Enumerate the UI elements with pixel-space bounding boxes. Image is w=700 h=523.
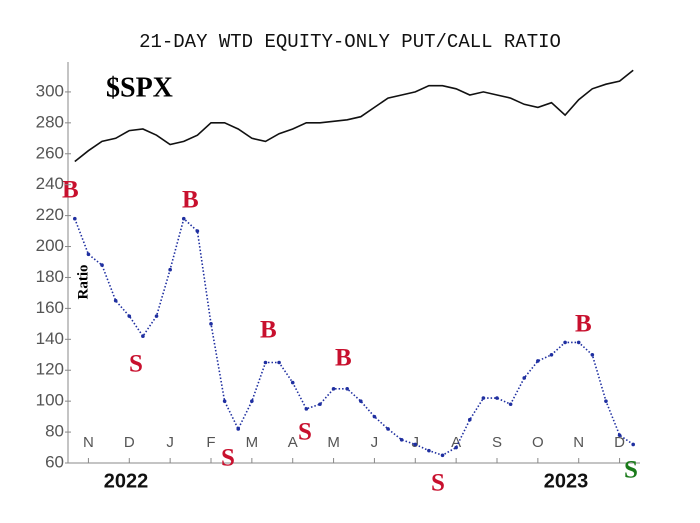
x-tick-label: F bbox=[206, 434, 215, 451]
x-tick-label: O bbox=[532, 434, 544, 451]
ratio-point bbox=[604, 399, 608, 403]
signal-label: S bbox=[129, 351, 143, 378]
ratio-point bbox=[386, 427, 390, 431]
ratio-point bbox=[209, 322, 213, 326]
x-tick-label: A bbox=[288, 434, 298, 451]
y-tick-label: 300 bbox=[36, 81, 64, 100]
ratio-point bbox=[263, 360, 268, 365]
year-label: 2023 bbox=[544, 470, 589, 492]
signal-label: B bbox=[335, 345, 352, 372]
ratio-point bbox=[304, 407, 309, 411]
y-tick-label: 260 bbox=[36, 143, 64, 162]
ratio-point bbox=[73, 216, 77, 221]
signal-label: S bbox=[221, 445, 235, 472]
x-tick-label: N bbox=[573, 434, 584, 451]
y-tick-label: 140 bbox=[36, 329, 64, 348]
ratio-point bbox=[345, 386, 349, 391]
series-line bbox=[74, 69, 634, 163]
signal-label: S bbox=[431, 470, 445, 497]
y-tick-label: 220 bbox=[36, 205, 64, 224]
ratio-point bbox=[631, 442, 635, 447]
ratio-point bbox=[413, 442, 418, 447]
ratio-point bbox=[250, 399, 254, 403]
ratio-point bbox=[168, 267, 172, 272]
x-tick-label: A bbox=[451, 434, 461, 451]
ratio-point bbox=[154, 314, 159, 318]
chart-title: 21-DAY WTD EQUITY-ONLY PUT/CALL RATIO bbox=[139, 31, 561, 53]
x-tick-label: D bbox=[614, 434, 625, 451]
ratio-point bbox=[290, 380, 295, 385]
ratio-point bbox=[522, 376, 527, 380]
ratio-point bbox=[563, 340, 567, 345]
ratio-point bbox=[372, 414, 377, 419]
y-tick-label: 160 bbox=[36, 298, 64, 317]
signal-label: S bbox=[298, 419, 312, 446]
ratio-point bbox=[359, 399, 363, 403]
ratio-point bbox=[331, 386, 336, 391]
signal-label: B bbox=[575, 311, 592, 338]
y-tick-label: 200 bbox=[36, 236, 64, 255]
ratio-point bbox=[236, 427, 241, 431]
ratio-point bbox=[277, 360, 281, 365]
x-tick-label: S bbox=[492, 434, 502, 451]
ratio-point bbox=[481, 396, 486, 400]
ratio-point bbox=[454, 445, 458, 450]
ratio-point bbox=[440, 453, 445, 458]
x-tick-label: N bbox=[83, 434, 94, 451]
ratio-point bbox=[495, 396, 499, 400]
ratio-point bbox=[467, 417, 472, 422]
y-tick-label: 60 bbox=[45, 452, 64, 471]
x-tick-label: J bbox=[412, 434, 420, 451]
x-tick-label: J bbox=[166, 434, 174, 451]
signal-label: B bbox=[182, 187, 199, 214]
y-tick-label: 240 bbox=[36, 174, 64, 193]
ratio-point bbox=[399, 438, 404, 442]
ratio-point bbox=[590, 352, 595, 357]
ratio-point bbox=[222, 399, 227, 403]
y-tick-label: 280 bbox=[36, 112, 64, 131]
ratio-point bbox=[113, 298, 118, 303]
ratio-point bbox=[576, 340, 581, 345]
ratio-point bbox=[141, 334, 145, 339]
x-tick-label: D bbox=[124, 434, 135, 451]
year-label: 2022 bbox=[104, 470, 149, 492]
y-axis-label: Ratio bbox=[75, 265, 91, 300]
ratio-point bbox=[427, 448, 431, 453]
ratio-point bbox=[181, 216, 186, 221]
y-tick-label: 120 bbox=[36, 360, 64, 379]
signal-label: B bbox=[260, 317, 277, 344]
ratio-point bbox=[549, 352, 554, 357]
symbol-label: $SPX bbox=[106, 72, 173, 103]
ratio-point bbox=[195, 229, 200, 233]
ratio-point bbox=[508, 402, 513, 407]
ratio-point bbox=[86, 252, 91, 257]
signal-label: S bbox=[624, 457, 638, 484]
y-tick-label: 80 bbox=[45, 422, 64, 441]
y-tick-label: 100 bbox=[36, 391, 64, 410]
ratio-point bbox=[100, 263, 104, 267]
ratio-point bbox=[127, 314, 132, 318]
x-tick-label: M bbox=[246, 434, 259, 451]
ratio-point bbox=[536, 359, 540, 363]
signal-label: B bbox=[62, 177, 79, 204]
ratio-point bbox=[318, 402, 322, 407]
y-tick-label: 180 bbox=[36, 267, 64, 286]
series-line bbox=[74, 217, 634, 457]
x-tick-label: M bbox=[327, 434, 340, 451]
x-tick-label: J bbox=[371, 434, 379, 451]
ratio-point bbox=[617, 433, 622, 437]
